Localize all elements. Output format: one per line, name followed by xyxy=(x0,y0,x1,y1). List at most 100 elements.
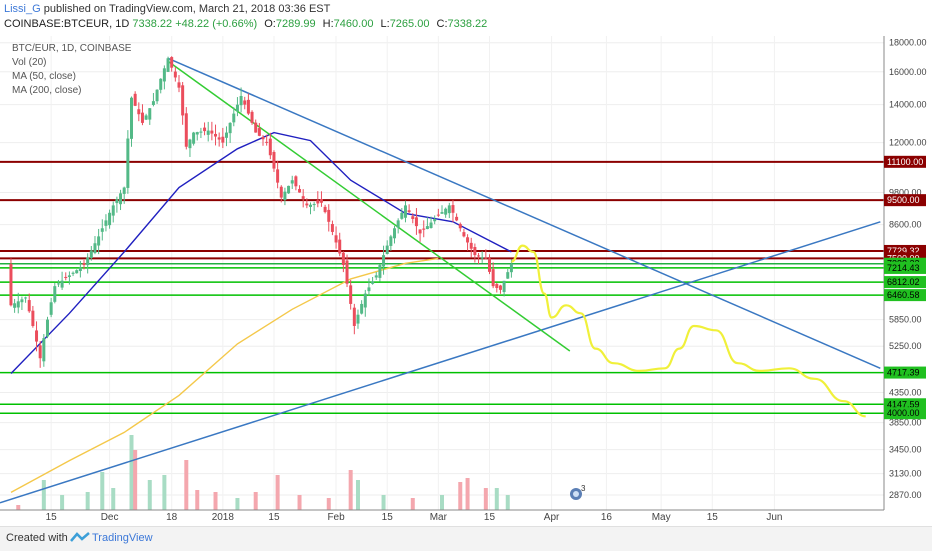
legend-volume[interactable]: Vol (20) xyxy=(12,57,47,68)
candle-body xyxy=(53,286,57,302)
time-axis[interactable]: 15 Dec 18 2018 15 Feb 15 Mar 15 Apr 16 May 15 Jun xyxy=(46,512,783,523)
time-tick-label: 15 xyxy=(382,512,394,523)
price-tick-label: 3130.00 xyxy=(889,469,922,479)
candle-body xyxy=(246,99,250,114)
high-label: H: xyxy=(322,18,334,30)
price-tick-label: 8600.00 xyxy=(889,220,922,230)
candle-body xyxy=(221,136,225,143)
candle-body xyxy=(126,138,130,188)
candle-body xyxy=(214,133,218,137)
candle-body xyxy=(451,205,455,213)
legend-ma200[interactable]: MA (200, close) xyxy=(12,85,82,96)
candle-body xyxy=(261,136,265,140)
low-value: 7265.00 xyxy=(389,18,430,30)
level-label-text: 9500.00 xyxy=(887,195,920,205)
candle-body xyxy=(111,205,115,216)
volume-bar xyxy=(133,450,138,510)
level-label-text: 4717.39 xyxy=(887,368,920,378)
candle-body xyxy=(60,280,64,288)
candle-body xyxy=(162,68,166,82)
price-change: +48.22 (+0.66%) xyxy=(175,18,258,30)
author-link[interactable]: Lissi_G xyxy=(4,3,41,15)
candle-body xyxy=(349,285,353,304)
candle-body xyxy=(82,263,86,266)
last-price: 7338.22 xyxy=(132,18,173,30)
candle-body xyxy=(155,89,159,102)
candle-body xyxy=(195,132,199,135)
candle-body xyxy=(458,223,462,229)
volume-bar xyxy=(505,495,510,510)
price-tick-label: 9800.00 xyxy=(889,187,922,197)
candle-body xyxy=(239,96,243,106)
volume-bar xyxy=(16,505,21,510)
candle-body xyxy=(484,257,488,259)
candle-body xyxy=(133,93,137,106)
volume-bar xyxy=(41,480,46,510)
candle-body xyxy=(67,275,71,278)
candle-body xyxy=(75,270,79,274)
candle-body xyxy=(316,200,320,204)
time-tick-label: 15 xyxy=(484,512,496,523)
candle-body xyxy=(235,104,239,112)
candle-body xyxy=(265,141,269,143)
candle-body xyxy=(13,303,17,308)
price-tick-label: 18000.00 xyxy=(889,38,927,48)
legend-ma50[interactable]: MA (50, close) xyxy=(12,71,76,82)
candle-body xyxy=(137,109,141,115)
volume-bars xyxy=(16,435,510,510)
time-tick-label: Dec xyxy=(101,512,119,523)
candle-body xyxy=(71,272,75,274)
volume-bar xyxy=(253,492,258,510)
svg-text:3: 3 xyxy=(581,484,586,493)
candle-body xyxy=(477,255,481,257)
time-tick-label: 18 xyxy=(166,512,178,523)
candle-body xyxy=(104,220,108,226)
candle-body xyxy=(352,307,356,326)
low-label: L: xyxy=(380,18,390,30)
tradingview-logo-icon xyxy=(70,532,90,542)
candle-body xyxy=(433,219,437,222)
time-tick-label: 15 xyxy=(46,512,58,523)
candle-body xyxy=(31,310,35,326)
candle-body xyxy=(393,228,397,239)
price-tick-label: 2870.00 xyxy=(889,490,922,500)
price-axis[interactable]: 18000.00 16000.00 14000.00 12000.00 9800.00 8… xyxy=(889,38,927,500)
price-chart[interactable]: 18000.00 16000.00 14000.00 12000.00 9800.00 8… xyxy=(0,0,932,526)
candle-body xyxy=(436,214,440,216)
candle-body xyxy=(447,205,451,214)
symbol-label[interactable]: COINBASE:BTCEUR, 1D xyxy=(4,18,130,30)
candle-body xyxy=(371,281,375,284)
candle-body xyxy=(469,242,473,249)
candle-body xyxy=(151,101,155,105)
candle-body xyxy=(378,265,382,278)
volume-bar xyxy=(213,492,218,510)
volume-bar xyxy=(458,482,463,510)
candle-body xyxy=(115,199,119,204)
candle-body xyxy=(119,193,123,205)
candle-body xyxy=(403,205,407,218)
candle-body xyxy=(382,255,386,267)
time-tick-label: 15 xyxy=(268,512,280,523)
candle-body xyxy=(308,204,312,207)
candle-body xyxy=(396,220,400,228)
candle-body xyxy=(243,100,247,105)
trendline-blue xyxy=(167,57,881,369)
open-label: O: xyxy=(264,18,276,30)
level-label-text: 4147.59 xyxy=(887,399,920,409)
level-label-text: 6460.58 xyxy=(887,290,920,300)
candle-body xyxy=(374,275,378,278)
time-tick-label: Feb xyxy=(327,512,345,523)
candle-body xyxy=(276,169,280,183)
replay-icon[interactable]: 3 xyxy=(570,484,586,500)
level-label-bg xyxy=(884,276,926,289)
level-label-text: 11100.00 xyxy=(887,157,923,167)
candle-body xyxy=(188,139,192,149)
candle-body xyxy=(210,130,214,134)
volume-bar xyxy=(111,488,116,510)
candle-body xyxy=(224,132,228,138)
tradingview-link[interactable]: TradingView xyxy=(92,532,153,544)
candle-body xyxy=(411,216,415,220)
level-label-text: 7214.43 xyxy=(887,263,920,273)
legend-title[interactable]: BTC/EUR, 1D, COINBASE xyxy=(12,43,132,54)
candle-body xyxy=(407,210,411,213)
